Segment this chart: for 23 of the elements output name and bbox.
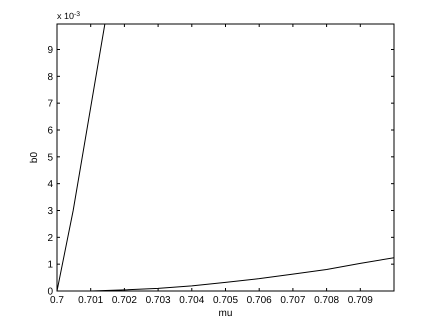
y-tick-label: 5: [47, 152, 54, 164]
y-tick-label: 3: [47, 206, 54, 217]
x-tick-label: 0.706: [246, 295, 272, 306]
x-tick-label: 0.703: [146, 295, 172, 306]
x-tick-label: 0.701: [78, 295, 104, 306]
x-tick-label: 0.708: [314, 295, 340, 306]
y-tick-label: 2: [47, 232, 54, 244]
y-tick-label: 9: [47, 44, 54, 56]
y-tick-label: 1: [47, 260, 54, 271]
x-tick-label: 0.709: [348, 295, 374, 306]
y-axis-title: b0: [29, 152, 40, 164]
x-tick-label: 0.704: [179, 295, 205, 306]
y-tick-label: 6: [47, 125, 54, 136]
y-tick-label: 0: [47, 286, 54, 298]
y-tick-label: 4: [47, 179, 54, 190]
x-tick-label: 0.707: [280, 295, 306, 306]
x-tick-label: 0.702: [112, 295, 138, 306]
x-tick-label: 0.7: [50, 295, 64, 306]
y-tick-label: 8: [47, 72, 54, 83]
x-tick-label: 0.705: [212, 295, 238, 306]
x-axis-title: mu: [218, 308, 232, 319]
text: x 10$^{-3}$: [57, 10, 80, 21]
y-tick-label: 7: [47, 98, 54, 110]
